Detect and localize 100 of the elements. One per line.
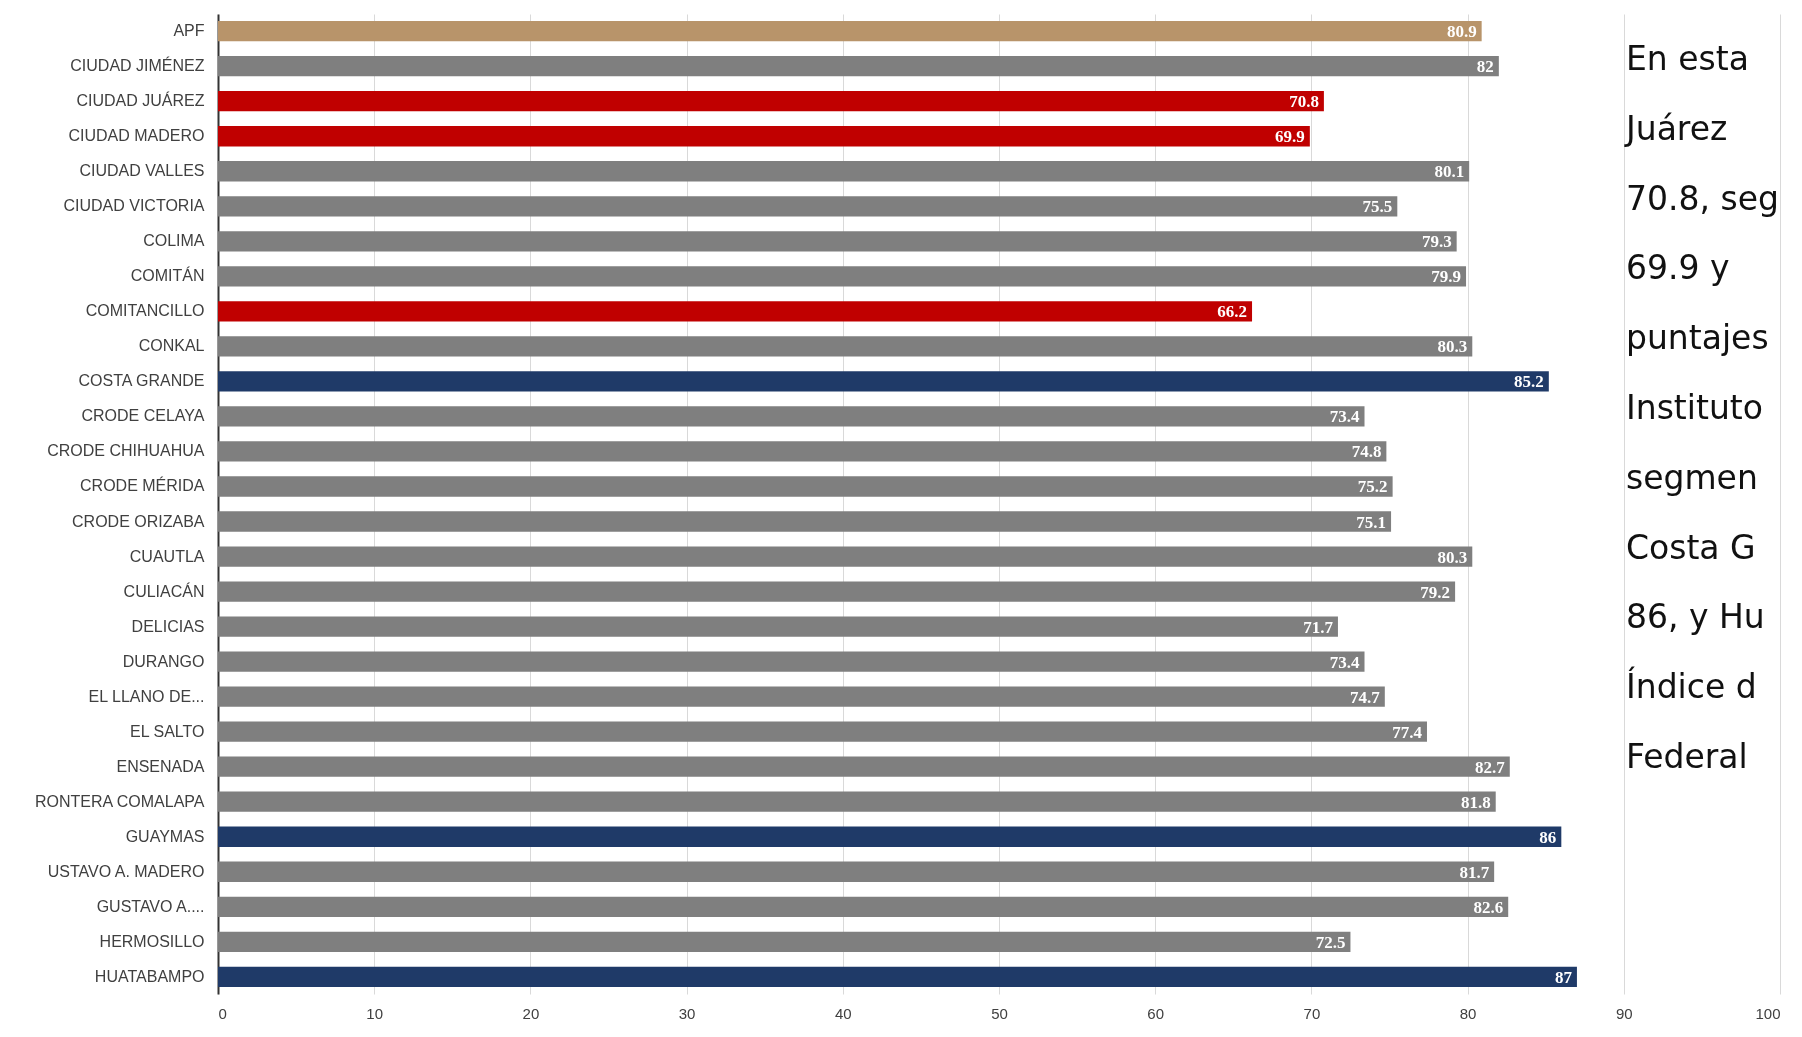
data-label: 80.3 bbox=[1437, 337, 1468, 357]
y-tick-label: ENSENADA bbox=[116, 757, 205, 775]
y-tick-label: DURANGO bbox=[122, 652, 205, 670]
bar bbox=[218, 196, 1398, 217]
bar bbox=[218, 476, 1393, 497]
bar bbox=[218, 651, 1365, 672]
y-tick-label: CUAUTLA bbox=[129, 547, 205, 565]
bar bbox=[218, 861, 1495, 882]
annotation: Federal bbox=[1626, 737, 1748, 776]
data-label: 66.2 bbox=[1217, 302, 1248, 322]
x-tick-label: 90 bbox=[1615, 1004, 1633, 1022]
data-label: 80.9 bbox=[1446, 22, 1477, 42]
bar bbox=[218, 441, 1387, 462]
data-label: 73.4 bbox=[1329, 407, 1361, 427]
bar bbox=[218, 161, 1470, 182]
data-label: 74.8 bbox=[1351, 442, 1382, 462]
data-label: 80.1 bbox=[1434, 162, 1465, 182]
annotation: 70.8, seg bbox=[1626, 178, 1779, 218]
y-tick-label: GUSTAVO A.... bbox=[96, 897, 205, 915]
annotation: Juárez bbox=[1624, 108, 1728, 148]
x-tick-label: 30 bbox=[678, 1004, 696, 1022]
y-tick-label: DELICIAS bbox=[131, 617, 205, 635]
bar bbox=[218, 406, 1365, 427]
x-tick-label: 50 bbox=[991, 1004, 1008, 1022]
y-tick-label: USTAVO A. MADERO bbox=[47, 862, 205, 880]
y-tick-label: HERMOSILLO bbox=[99, 932, 205, 950]
y-tick-label: CULIACÁN bbox=[123, 581, 205, 600]
y-tick-label: CIUDAD VICTORIA bbox=[63, 197, 205, 215]
data-label: 75.5 bbox=[1362, 197, 1393, 217]
bar bbox=[218, 721, 1427, 742]
data-label: 75.2 bbox=[1357, 477, 1388, 497]
bar bbox=[218, 91, 1324, 112]
data-label: 70.8 bbox=[1289, 92, 1319, 112]
annotation: 69.9 y bbox=[1626, 248, 1730, 288]
data-label: 82.7 bbox=[1475, 757, 1506, 777]
annotation: puntajes bbox=[1626, 318, 1769, 358]
y-tick-label: COSTA GRANDE bbox=[78, 372, 205, 390]
bar bbox=[218, 756, 1510, 777]
y-tick-label: HUATABAMPO bbox=[94, 967, 205, 985]
x-tick-label: 0 bbox=[218, 1004, 227, 1022]
data-label: 86 bbox=[1539, 827, 1557, 847]
bar bbox=[218, 896, 1509, 917]
y-tick-label: CIUDAD MADERO bbox=[68, 127, 205, 145]
y-tick-label: CIUDAD VALLES bbox=[79, 162, 205, 180]
data-label: 82 bbox=[1476, 57, 1494, 77]
annotation: Instituto bbox=[1626, 388, 1763, 427]
y-tick-label: COLIMA bbox=[143, 232, 205, 250]
data-label: 72.5 bbox=[1315, 932, 1346, 952]
annotation: segmen bbox=[1626, 457, 1758, 497]
annotation: En esta bbox=[1626, 39, 1749, 78]
data-label: 81.7 bbox=[1459, 862, 1490, 882]
bar bbox=[218, 791, 1496, 812]
data-label: 85.2 bbox=[1514, 372, 1544, 392]
bar bbox=[218, 231, 1457, 252]
y-tick-label: CRODE CHIHUAHUA bbox=[47, 442, 205, 460]
data-label: 79.2 bbox=[1420, 582, 1451, 602]
bar bbox=[218, 966, 1577, 987]
data-label: 75.1 bbox=[1356, 512, 1387, 532]
annotation: Costa G bbox=[1626, 527, 1756, 567]
bar bbox=[218, 511, 1392, 532]
data-label: 74.7 bbox=[1350, 687, 1381, 707]
x-tick-label: 80 bbox=[1459, 1004, 1477, 1022]
data-label: 79.3 bbox=[1421, 232, 1452, 252]
y-tick-label: CIUDAD JIMÉNEZ bbox=[70, 56, 205, 75]
y-tick-label: CONKAL bbox=[138, 337, 205, 355]
x-tick-label: 10 bbox=[366, 1004, 384, 1022]
data-label: 73.4 bbox=[1329, 652, 1361, 672]
bar bbox=[218, 371, 1549, 392]
data-label: 77.4 bbox=[1392, 722, 1423, 742]
data-label: 87 bbox=[1554, 967, 1573, 987]
data-label: 82.6 bbox=[1473, 897, 1504, 917]
y-tick-label: CRODE ORIZABA bbox=[72, 512, 205, 530]
y-tick-label: RONTERA COMALAPA bbox=[34, 792, 205, 810]
bar bbox=[218, 336, 1473, 357]
y-tick-label: APF bbox=[173, 22, 205, 40]
data-label: 79.9 bbox=[1431, 267, 1462, 287]
x-tick-label: 20 bbox=[522, 1004, 540, 1022]
data-label: 69.9 bbox=[1275, 127, 1305, 147]
bar bbox=[218, 21, 1482, 42]
data-label: 81.8 bbox=[1460, 792, 1491, 812]
annotation: 86, y Hu bbox=[1626, 597, 1765, 637]
y-tick-label: COMITANCILLO bbox=[85, 302, 205, 320]
x-tick-label: 100 bbox=[1755, 1004, 1781, 1022]
y-tick-label: CIUDAD JUÁREZ bbox=[76, 91, 205, 110]
bar bbox=[218, 266, 1467, 287]
x-tick-label: 70 bbox=[1303, 1004, 1321, 1022]
data-label: 80.3 bbox=[1437, 547, 1468, 567]
bar bbox=[218, 686, 1385, 707]
y-tick-label: COMITÁN bbox=[130, 266, 205, 285]
bar bbox=[218, 826, 1562, 847]
x-tick-label: 60 bbox=[1147, 1004, 1165, 1022]
bar bbox=[218, 56, 1499, 77]
y-tick-label: EL LLANO DE... bbox=[88, 687, 205, 705]
bar bbox=[218, 126, 1310, 147]
y-tick-label: EL SALTO bbox=[130, 722, 205, 740]
y-tick-label: CRODE CELAYA bbox=[81, 407, 205, 425]
y-tick-label: CRODE MÉRIDA bbox=[80, 476, 205, 495]
bar bbox=[218, 931, 1351, 952]
bar bbox=[218, 301, 1253, 322]
bar bbox=[218, 616, 1338, 637]
